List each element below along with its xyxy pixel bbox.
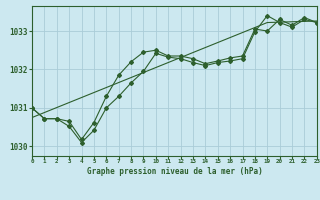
- X-axis label: Graphe pression niveau de la mer (hPa): Graphe pression niveau de la mer (hPa): [86, 167, 262, 176]
